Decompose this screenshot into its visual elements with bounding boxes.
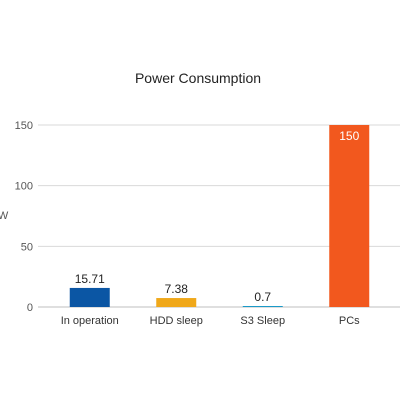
bar (242, 306, 283, 307)
y-axis-label: W (0, 210, 9, 222)
data-label: 0.7 (254, 290, 271, 304)
label-layer: 0 50 100 150 15.71 In operation 7.38 HDD sleep 0… (15, 120, 360, 327)
y-tick-label: 50 (21, 241, 33, 253)
bar (69, 287, 110, 307)
x-tick-label: HDD sleep (150, 315, 203, 327)
x-tick-label: PCs (339, 315, 360, 327)
data-label: 7.38 (165, 282, 189, 296)
bar (329, 125, 370, 307)
y-tick-label: 100 (15, 181, 33, 193)
data-label: 15.71 (75, 272, 105, 286)
x-tick-label: S3 Sleep (240, 315, 285, 327)
y-tick-label: 150 (15, 120, 33, 132)
bar-layer (69, 125, 370, 307)
y-tick-label: 0 (27, 302, 33, 314)
bar (156, 298, 197, 307)
x-tick-label: In operation (61, 315, 119, 327)
data-label: 150 (339, 129, 359, 143)
chart-title: Power Consumption (135, 70, 261, 86)
